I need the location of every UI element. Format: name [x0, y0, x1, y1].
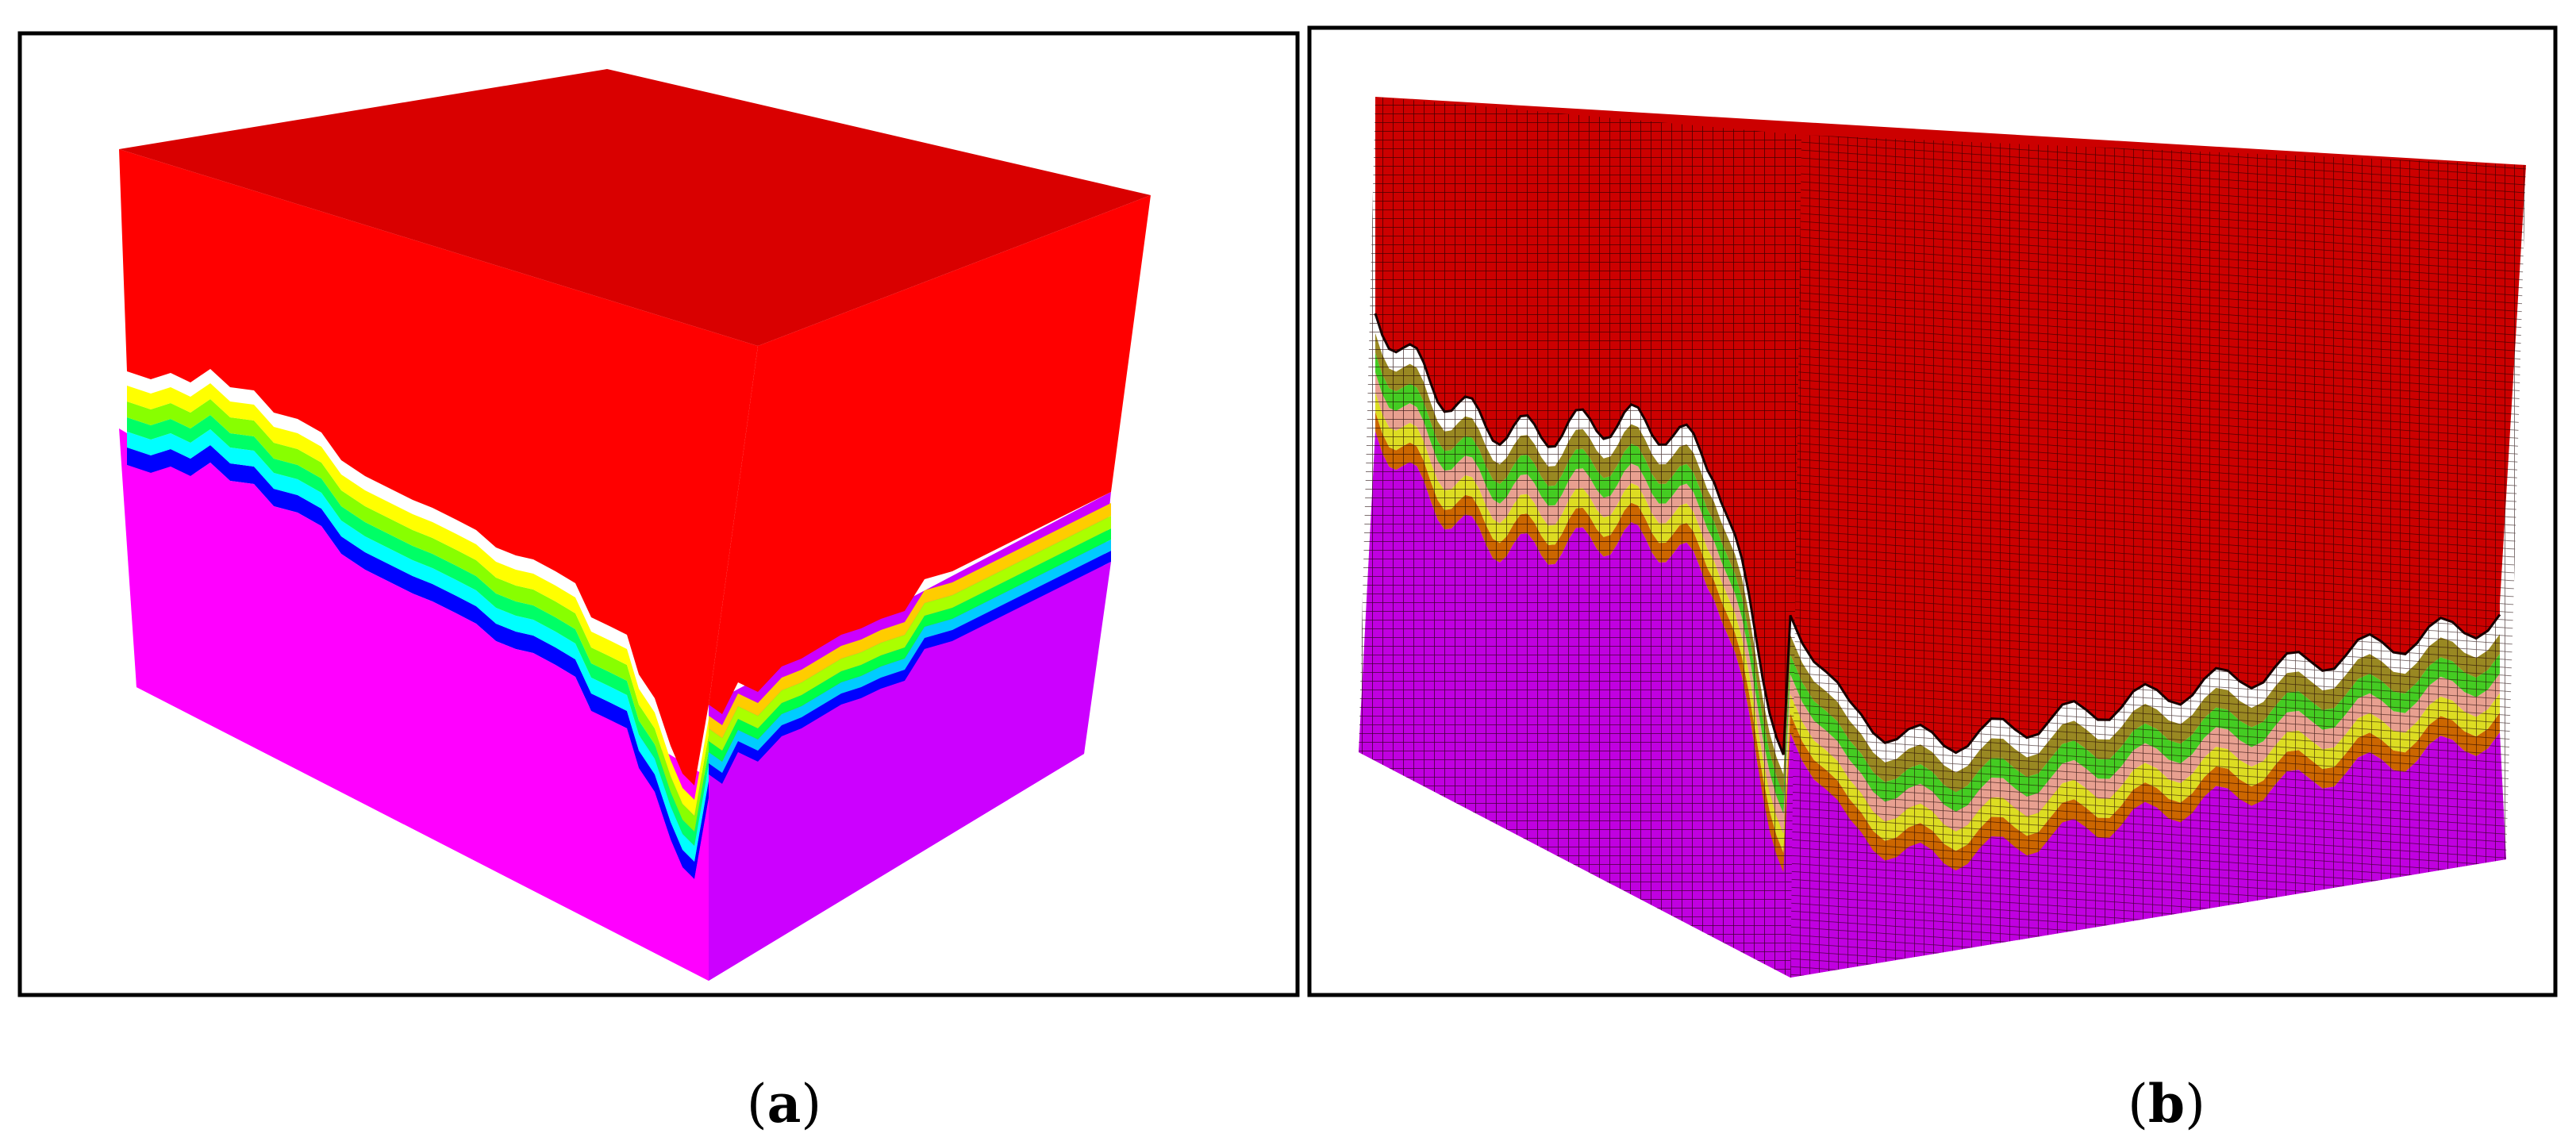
right-face-layer-2	[709, 540, 1111, 773]
caption-a: (a)	[747, 1073, 821, 1135]
caption-b: (b)	[2128, 1073, 2205, 1135]
right-face-red	[709, 195, 1151, 714]
panel-b-mesh-model	[1359, 97, 2526, 978]
top-face	[119, 69, 1151, 346]
right-face-magenta	[709, 562, 1111, 981]
right-face-layer-1	[709, 551, 1111, 784]
right-face-layer-4	[709, 516, 1111, 751]
left-face-magenta	[127, 463, 709, 981]
right-face-layer-3	[709, 528, 1111, 762]
mesh-boundary-line	[1374, 313, 2501, 755]
panel-a-block-model	[119, 69, 1151, 981]
left-face-red	[119, 149, 758, 786]
mesh-grid-left	[1359, 97, 1801, 978]
right-face-layer-5	[709, 503, 1111, 738]
mesh-grid-right	[1790, 135, 2526, 978]
